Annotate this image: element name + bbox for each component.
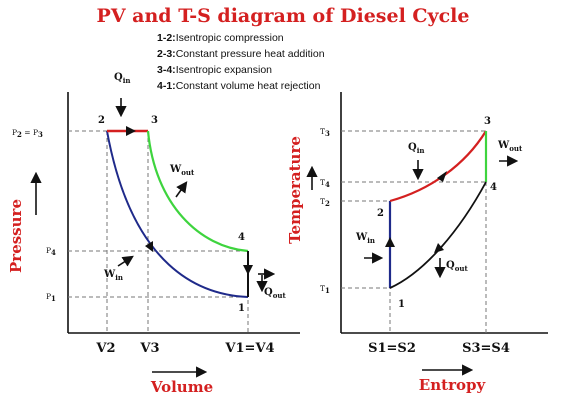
pv-compression-curve	[106, 130, 249, 298]
process-legend: 1-2:Isentropic compression 2-3:Constant …	[157, 32, 325, 92]
pv-guides	[68, 130, 249, 333]
pv-expansion-curve	[146, 130, 249, 253]
pv-direction-arrow	[243, 265, 253, 275]
legend-item: 1-2:Isentropic compression	[157, 32, 284, 44]
ts-w-in-label: Win	[355, 232, 375, 245]
pv-y-axis-title: Pressure	[7, 199, 25, 273]
ts-entropy-label: S1=S2	[368, 341, 416, 356]
legend-item: 3-4:Isentropic expansion	[157, 64, 272, 76]
pv-point-2: 2	[98, 115, 105, 126]
pv-pressure-label-p1: P1	[46, 292, 56, 303]
ts-temp-label-t1: T1	[320, 284, 330, 295]
ts-entropy-label: S3=S4	[462, 341, 510, 356]
pv-pressure-label-p2-p3: P2 = P3	[12, 128, 43, 139]
diagram-title: PV and T-S diagram of Diesel Cycle	[97, 5, 470, 27]
pv-volume-label: V3	[139, 341, 159, 356]
ts-y-axis-title: Temperature	[286, 136, 304, 244]
ts-temp-label-t3: T3	[320, 127, 330, 138]
legend-item: 2-3:Constant pressure heat addition	[157, 48, 325, 60]
pv-volume-label: V1=V4	[224, 341, 274, 356]
pv-w-in-label: Win	[103, 269, 123, 282]
ts-direction-arrow	[434, 243, 444, 253]
ts-point-4: 4	[490, 182, 497, 193]
pv-x-axis-title: Volume	[150, 378, 213, 396]
ts-point-2: 2	[377, 208, 384, 219]
pv-direction-arrow	[145, 241, 153, 252]
pv-point-1: 1	[238, 303, 245, 314]
pv-point-4: 4	[238, 232, 245, 243]
pv-q-in-label: Qin	[114, 72, 130, 85]
ts-heat-addition-curve	[389, 130, 487, 203]
pv-w-in-arrow	[117, 255, 134, 267]
ts-direction-arrow	[385, 237, 395, 247]
legend-item: 4-1:Constant volume heat rejection	[157, 80, 321, 92]
pv-volume-label: V2	[95, 341, 115, 356]
ts-q-in-label: Qin	[408, 142, 424, 155]
pv-pressure-label-p4: P4	[46, 246, 56, 257]
ts-direction-arrow	[437, 171, 447, 182]
pv-q-out-label: Qout	[264, 287, 286, 300]
ts-x-axis-title: Entropy	[419, 376, 487, 394]
ts-q-out-label: Qout	[446, 260, 468, 273]
pv-point-3: 3	[151, 115, 158, 126]
pv-diagram: Qin Wout Win Qout 2 3 4 1 P2 = P3 P4 P1 …	[7, 72, 300, 396]
pv-w-out-arrow	[175, 181, 188, 198]
ts-point-3: 3	[484, 116, 491, 127]
ts-heat-rejection-curve	[389, 181, 487, 289]
ts-w-out-label: Wout	[497, 140, 523, 153]
ts-point-1: 1	[398, 299, 405, 310]
ts-temp-label-t4: T4	[320, 178, 330, 189]
ts-temp-label-t2: T2	[320, 197, 330, 208]
pv-direction-arrow	[126, 126, 136, 136]
pv-w-out-label: Wout	[169, 164, 195, 177]
ts-diagram: Qin Wout Win Qout 1 2 3 4 T3 T4 T2 T1 S1…	[286, 92, 548, 394]
